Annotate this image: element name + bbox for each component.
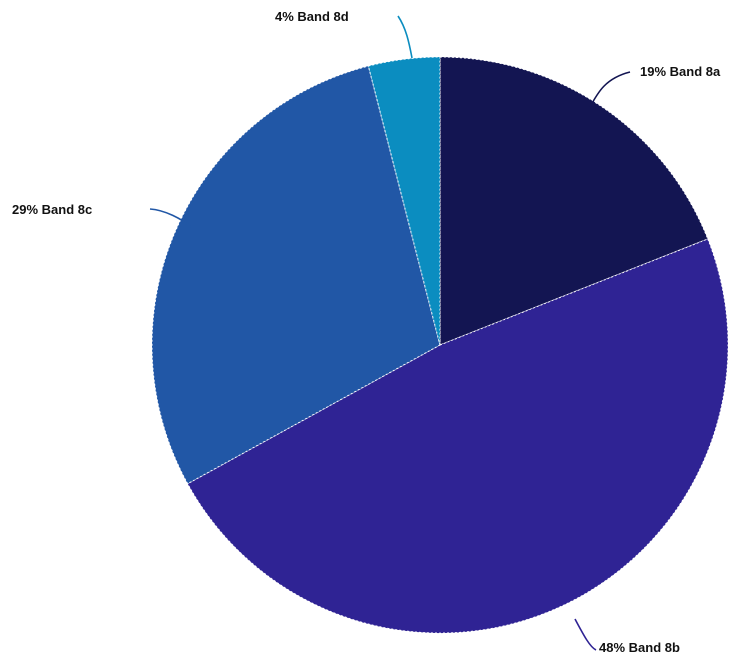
label-leader-lines bbox=[149, 15, 631, 651]
leader-line-band-8c bbox=[149, 208, 192, 228]
slice-category-band-8a: Band 8a bbox=[666, 64, 721, 79]
slice-percent-band-8c: 29% bbox=[12, 202, 38, 217]
slice-label-band-8c: 29% Band 8c bbox=[12, 202, 92, 217]
pie-slice-band-8d bbox=[367, 56, 441, 346]
pie-slice-band-8c bbox=[151, 65, 441, 485]
slice-category-band-8b: Band 8b bbox=[625, 640, 680, 655]
slice-percent-band-8a: 19% bbox=[640, 64, 666, 79]
pie-slice-band-8b bbox=[186, 238, 729, 634]
slice-category-band-8d: Band 8d bbox=[294, 9, 349, 24]
leader-line-band-8a bbox=[589, 71, 631, 108]
pie-slice-band-8a bbox=[439, 56, 709, 346]
leader-line-band-8b bbox=[574, 618, 597, 651]
slice-label-band-8a: 19% Band 8a bbox=[640, 64, 721, 79]
slice-percent-band-8d: 4% bbox=[275, 9, 294, 24]
slice-percent-band-8b: 48% bbox=[599, 640, 625, 655]
leader-line-band-8d bbox=[397, 15, 413, 59]
slice-label-band-8d: 4% Band 8d bbox=[275, 9, 349, 24]
slice-label-band-8b: 48% Band 8b bbox=[599, 640, 680, 655]
slice-category-band-8c: Band 8c bbox=[38, 202, 92, 217]
pie-slices bbox=[151, 56, 729, 634]
slice-labels: 19% Band 8a 48% Band 8b 29% Band 8c 4% Band… bbox=[12, 9, 721, 655]
